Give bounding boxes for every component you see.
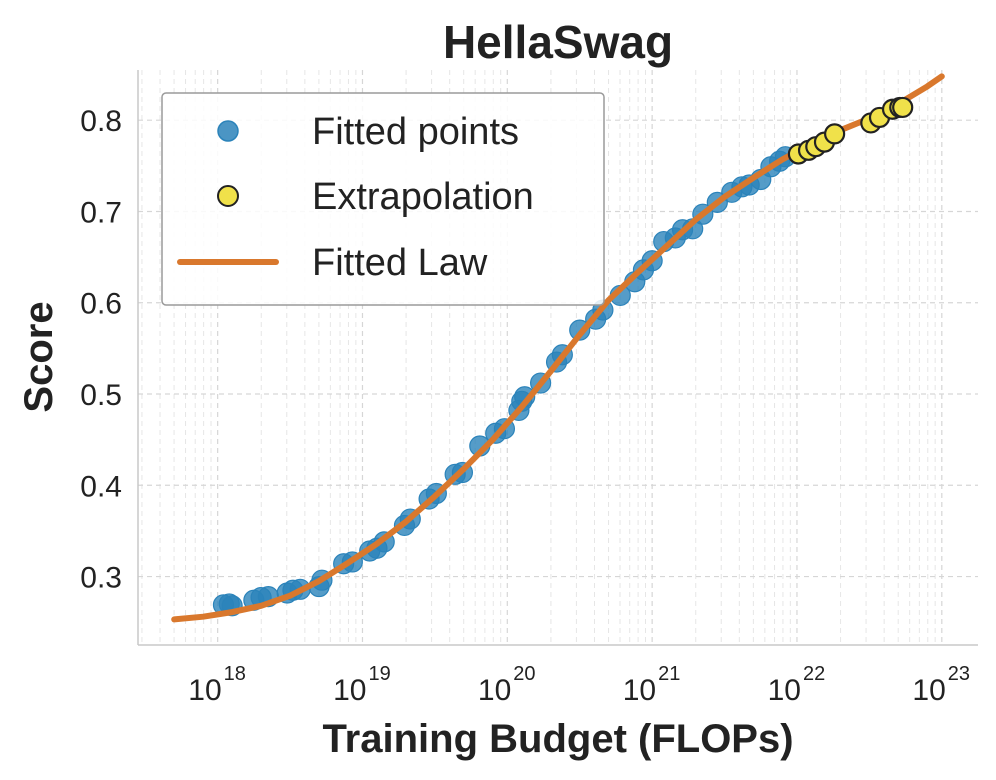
y-tick-label: 0.7 — [80, 196, 122, 229]
x-tick-label: 10 21 — [623, 663, 681, 707]
legend-box — [161, 92, 605, 306]
x-tick-labels: 10 18 10 19 10 20 10 21 10 22 10 23 — [188, 663, 970, 707]
legend-extrapolation-label: Extrapolation — [312, 176, 534, 218]
x-tick-exponent: 18 — [224, 663, 246, 685]
x-tick-base: 10 — [188, 674, 221, 707]
x-tick-base: 10 — [912, 674, 945, 707]
y-axis-label: Score — [17, 301, 61, 412]
y-tick-labels: 0.3 0.4 0.5 0.6 0.7 0.8 — [80, 105, 122, 594]
x-tick-exponent: 19 — [368, 663, 390, 685]
x-tick-base: 10 — [768, 674, 801, 707]
legend: Fitted points Extrapolation Fitted Law — [161, 92, 605, 306]
x-tick-label: 10 18 — [188, 663, 246, 707]
extrapolation-point — [892, 96, 914, 119]
legend-fitted-law-label: Fitted Law — [312, 242, 488, 284]
x-tick-exponent: 22 — [803, 663, 825, 685]
extrapolation-point — [824, 123, 846, 145]
x-tick-exponent: 23 — [948, 663, 970, 685]
x-tick-base: 10 — [333, 674, 366, 707]
x-tick-label: 10 20 — [478, 663, 536, 707]
x-tick-label: 10 23 — [912, 663, 970, 707]
chart-title: HellaSwag — [443, 16, 673, 68]
y-tick-label: 0.6 — [80, 288, 122, 321]
x-tick-base: 10 — [478, 674, 511, 707]
y-tick-label: 0.5 — [80, 379, 122, 412]
legend-fitted-points-marker — [217, 120, 239, 142]
plot-area — [171, 73, 945, 623]
y-tick-label: 0.8 — [80, 105, 122, 138]
x-tick-exponent: 20 — [513, 663, 535, 685]
x-tick-exponent: 21 — [658, 663, 680, 685]
x-tick-label: 10 19 — [333, 663, 391, 707]
x-tick-base: 10 — [623, 674, 656, 707]
y-tick-label: 0.3 — [80, 562, 122, 595]
x-tick-label: 10 22 — [768, 663, 826, 707]
y-tick-label: 0.4 — [80, 470, 122, 503]
x-axis-label: Training Budget (FLOPs) — [322, 717, 793, 761]
legend-extrapolation-marker — [217, 185, 239, 207]
legend-fitted-points-label: Fitted points — [312, 111, 519, 153]
